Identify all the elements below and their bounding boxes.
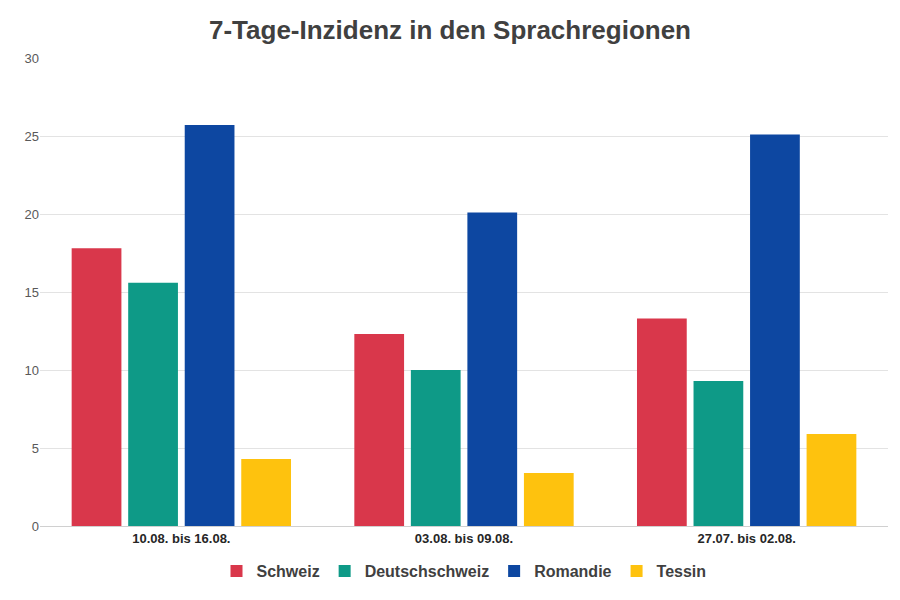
svg-text:0: 0	[32, 519, 39, 534]
svg-text:15: 15	[25, 285, 39, 300]
svg-text:27.07. bis 02.08.: 27.07. bis 02.08.	[698, 531, 796, 546]
svg-text:03.08. bis 09.08.: 03.08. bis 09.08.	[415, 531, 513, 546]
svg-text:30: 30	[25, 51, 39, 66]
svg-text:7-Tage-Inzidenz in den Sprachr: 7-Tage-Inzidenz in den Sprachregionen	[209, 15, 691, 45]
svg-text:10.08. bis 16.08.: 10.08. bis 16.08.	[132, 531, 230, 546]
svg-text:20: 20	[25, 207, 39, 222]
svg-text:Schweiz: Schweiz	[257, 563, 320, 580]
svg-text:5: 5	[32, 441, 39, 456]
svg-text:25: 25	[25, 129, 39, 144]
svg-text:Tessin: Tessin	[657, 563, 707, 580]
svg-text:Deutschschweiz: Deutschschweiz	[365, 563, 489, 580]
svg-text:Romandie: Romandie	[534, 563, 611, 580]
svg-text:10: 10	[25, 363, 39, 378]
